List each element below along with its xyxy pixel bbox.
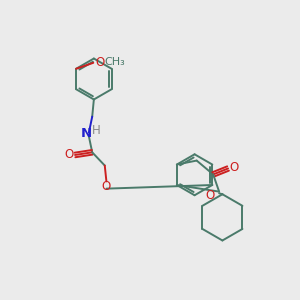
- Text: N: N: [81, 127, 92, 140]
- Text: O: O: [101, 180, 110, 193]
- Text: H: H: [92, 124, 100, 137]
- Text: CH₃: CH₃: [105, 57, 126, 67]
- Text: O: O: [205, 189, 214, 202]
- Text: O: O: [230, 161, 238, 174]
- Text: O: O: [95, 56, 104, 69]
- Text: O: O: [64, 148, 74, 161]
